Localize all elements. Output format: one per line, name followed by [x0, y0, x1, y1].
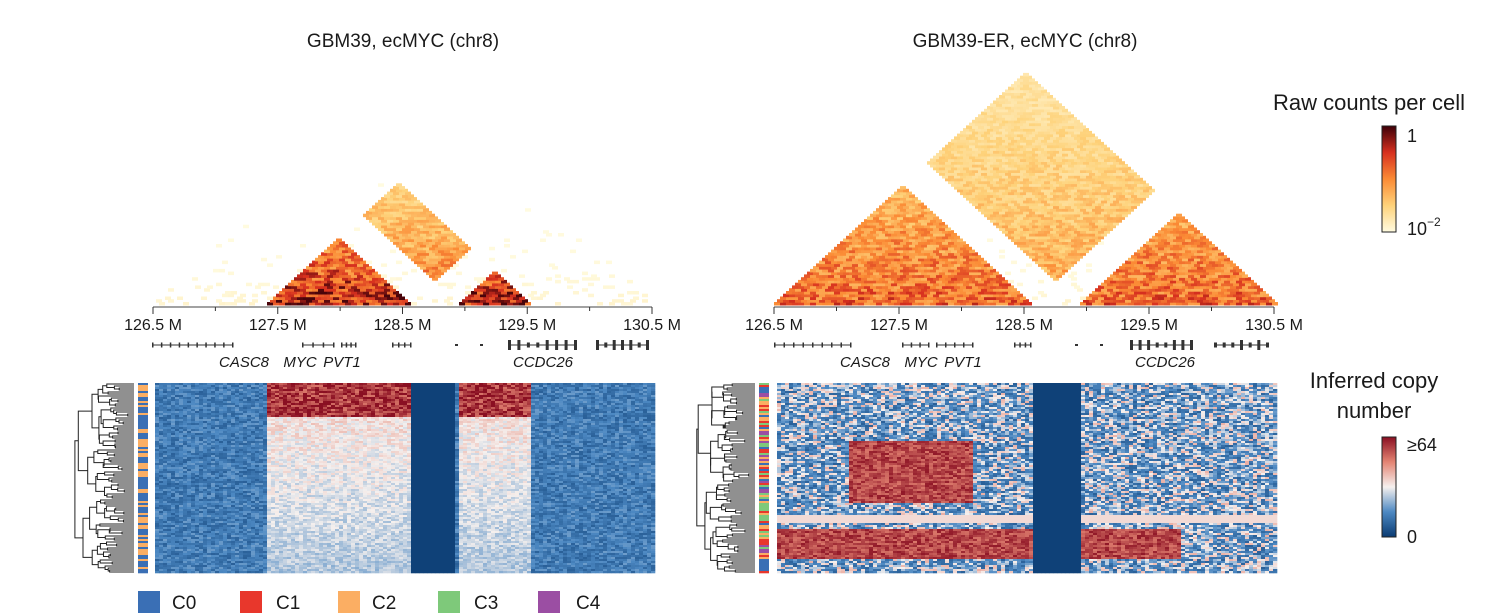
- legend-label-c1: C1: [276, 593, 300, 614]
- colorbar-copy-number: Inferred copy number ≥64 0: [1310, 368, 1438, 547]
- colorbar-raw-counts: Raw counts per cell 1 10−2: [1273, 90, 1465, 239]
- gene-track: [774, 340, 1269, 350]
- hic-contact-triangle: [774, 73, 1278, 306]
- legend-label-c2: C2: [372, 593, 396, 614]
- panel-gbm39: GBM39, ecMYC (chr8) 126.5 M 127.5 M 128.5 …: [75, 31, 681, 573]
- panel-gbm39-er: GBM39-ER, ecMYC (chr8) 126.5 M 127.5 M 128…: [697, 31, 1303, 573]
- gene-label-ccdc26: CCDC26: [1135, 354, 1196, 371]
- colorbar-max-label: 1: [1407, 126, 1417, 146]
- x-tick-label: 129.5 M: [498, 317, 556, 334]
- legend-swatch-c3: [438, 591, 460, 613]
- x-tick-label: 126.5 M: [124, 317, 182, 334]
- colorbar-gradient: [1382, 437, 1396, 537]
- legend-swatch-c1: [240, 591, 262, 613]
- colorbar-min-label: 0: [1407, 527, 1417, 547]
- panel-title: GBM39-ER, ecMYC (chr8): [913, 31, 1138, 52]
- colorbar-title-line2: number: [1337, 398, 1412, 423]
- legend-swatch-c0: [138, 591, 160, 613]
- gene-track: [152, 340, 649, 350]
- gene-label-myc: MYC: [283, 354, 317, 371]
- legend-swatch-c4: [538, 591, 560, 613]
- x-tick-label: 130.5 M: [623, 317, 681, 334]
- gene-label-pvt1: PVT1: [944, 354, 982, 371]
- colorbar-min-label: 10−2: [1407, 215, 1441, 239]
- x-tick-label: 128.5 M: [995, 317, 1053, 334]
- cluster-legend: C0 C1 C2 C3 C4: [138, 591, 601, 614]
- figure: GBM39, ecMYC (chr8) 126.5 M 127.5 M 128.5 …: [0, 0, 1503, 614]
- legend-label-c3: C3: [474, 593, 498, 614]
- genomic-x-axis: 126.5 M 127.5 M 128.5 M 129.5 M 130.5 M: [745, 307, 1303, 334]
- x-tick-label: 130.5 M: [1245, 317, 1303, 334]
- legend-swatch-c2: [338, 591, 360, 613]
- copy-number-heatmap: [777, 383, 1277, 573]
- hic-contact-triangle: [156, 183, 648, 305]
- cell-dendrogram: [75, 384, 134, 572]
- x-tick-label: 126.5 M: [745, 317, 803, 334]
- panel-title: GBM39, ecMYC (chr8): [307, 31, 499, 52]
- legend-label-c0: C0: [172, 593, 196, 614]
- colorbar-max-label: ≥64: [1407, 435, 1437, 455]
- colorbar-title-line1: Inferred copy: [1310, 368, 1438, 393]
- gene-label-pvt1: PVT1: [323, 354, 361, 371]
- cluster-annotation-bar: [759, 383, 769, 573]
- x-tick-label: 129.5 M: [1120, 317, 1178, 334]
- colorbar-gradient: [1382, 126, 1396, 232]
- genomic-x-axis: 126.5 M 127.5 M 128.5 M 129.5 M 130.5 M: [124, 307, 681, 334]
- cell-dendrogram: [697, 384, 755, 572]
- copy-number-heatmap: [155, 383, 655, 573]
- gene-label-myc: MYC: [904, 354, 938, 371]
- gene-label-ccdc26: CCDC26: [513, 354, 574, 371]
- gene-label-casc8: CASC8: [219, 354, 270, 371]
- cluster-annotation-bar: [138, 383, 148, 573]
- gene-label-casc8: CASC8: [840, 354, 891, 371]
- x-tick-label: 127.5 M: [870, 317, 928, 334]
- colorbar-title: Raw counts per cell: [1273, 90, 1465, 115]
- x-tick-label: 128.5 M: [374, 317, 432, 334]
- x-tick-label: 127.5 M: [249, 317, 307, 334]
- legend-label-c4: C4: [576, 593, 601, 614]
